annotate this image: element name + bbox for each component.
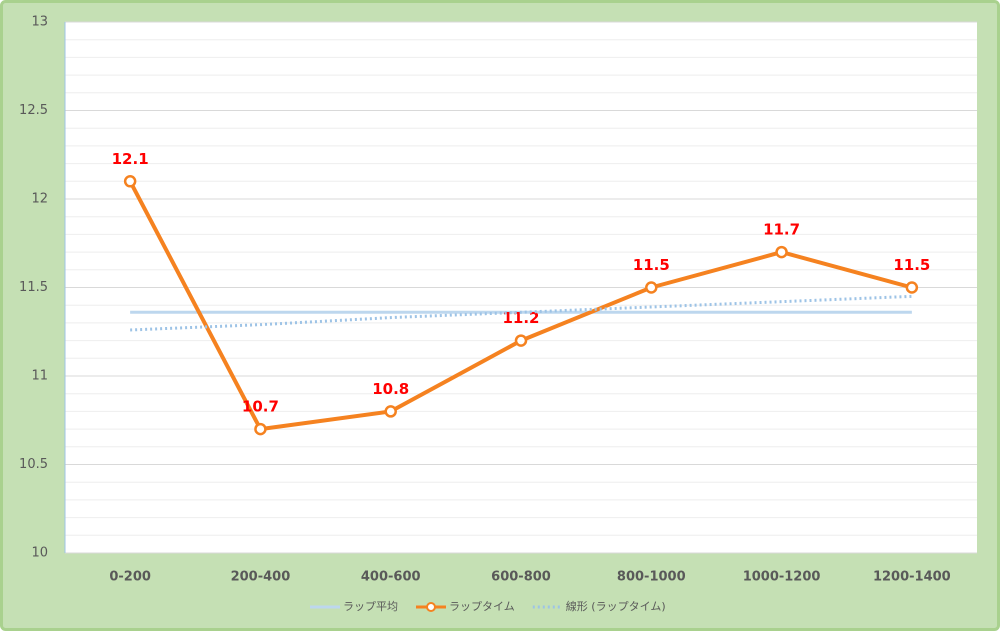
x-tick-label: 0-200 — [109, 570, 151, 585]
y-tick-label: 10 — [31, 546, 48, 561]
data-label: 12.1 — [112, 150, 149, 168]
legend: ラップ平均 ラップタイム 線形 (ラップタイム) — [310, 599, 666, 613]
legend-label: 線形 (ラップタイム) — [566, 599, 666, 613]
point-marker — [645, 281, 658, 294]
y-tick-label: 12 — [31, 192, 48, 207]
x-tick-label: 400-600 — [361, 570, 421, 585]
y-tick-label: 13 — [31, 15, 48, 30]
point-marker — [514, 334, 528, 347]
legend-marker — [426, 602, 436, 612]
y-tick-label: 11.5 — [19, 280, 48, 295]
data-label: 10.7 — [242, 398, 279, 416]
y-tick-label: 12.5 — [19, 103, 48, 118]
y-tick-label: 10.5 — [19, 457, 48, 472]
legend-label: ラップ平均 — [343, 600, 398, 613]
series-line — [130, 294, 912, 332]
data-label: 10.8 — [372, 380, 409, 398]
point-marker — [123, 175, 137, 188]
point-marker — [905, 281, 919, 294]
point-marker — [384, 405, 397, 418]
point-marker — [254, 422, 267, 436]
x-tick-label: 200-400 — [231, 570, 291, 585]
data-label: 11.7 — [763, 221, 800, 239]
data-label: 11.5 — [633, 256, 670, 274]
x-tick-label: 1200-1400 — [873, 570, 951, 585]
legend-label: ラップタイム — [449, 600, 515, 613]
y-tick-label: 11 — [31, 369, 48, 384]
data-label: 11.5 — [893, 256, 930, 274]
x-tick-label: 1000-1200 — [743, 570, 821, 585]
point-marker — [775, 245, 788, 259]
x-tick-label: 600-800 — [491, 570, 551, 585]
x-tick-label: 800-1000 — [617, 570, 686, 585]
